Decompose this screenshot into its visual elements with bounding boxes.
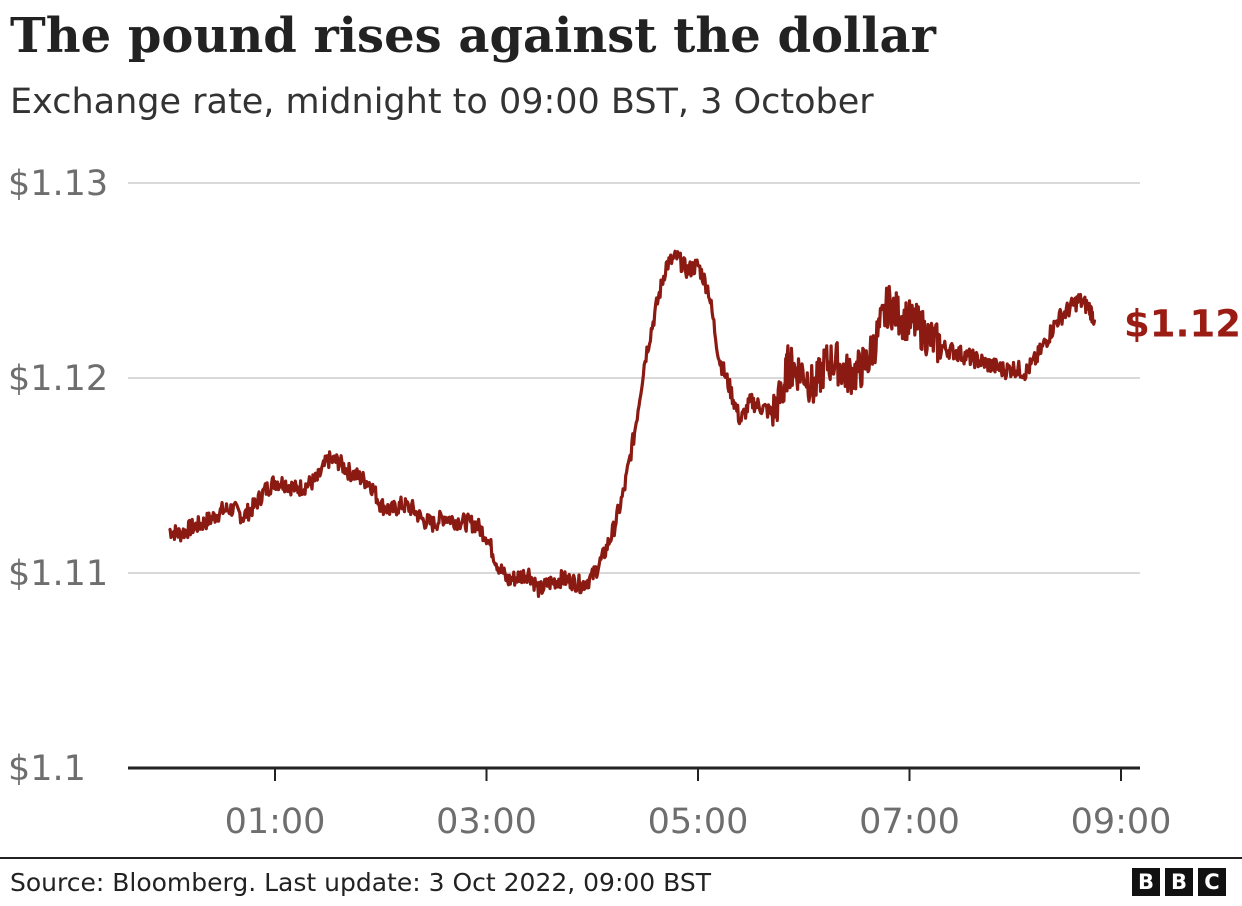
x-tick-label: 09:00	[1071, 802, 1172, 842]
chart-subtitle: Exchange rate, midnight to 09:00 BST, 3 …	[10, 82, 874, 122]
y-tick-label: $1.1	[8, 749, 86, 789]
x-tick-label: 05:00	[648, 802, 749, 842]
x-tick-label: 01:00	[225, 802, 326, 842]
bbc-logo: B B C	[1132, 868, 1226, 896]
x-tick-label: 07:00	[859, 802, 960, 842]
series-layer	[168, 249, 1097, 599]
y-tick-label: $1.12	[8, 359, 108, 399]
chart-title: The pound rises against the dollar	[10, 8, 936, 64]
bbc-logo-block: C	[1198, 868, 1226, 896]
x-axis	[128, 766, 1140, 781]
grid-layer	[128, 182, 1140, 574]
x-axis-labels: 01:00 03:00 05:00 07:00 09:00	[225, 802, 1172, 842]
source-note: Source: Bloomberg. Last update: 3 Oct 20…	[10, 868, 711, 897]
end-label-layer: $1.12	[1124, 302, 1241, 345]
footer-divider	[0, 857, 1242, 859]
y-axis-labels: $1.1 $1.11 $1.12 $1.13	[8, 164, 108, 789]
bbc-logo-block: B	[1132, 868, 1160, 896]
y-tick-label: $1.13	[8, 164, 108, 204]
bbc-logo-block: B	[1165, 868, 1193, 896]
exchange-rate-line	[168, 249, 1097, 599]
end-value-label: $1.12	[1124, 302, 1241, 345]
y-tick-label: $1.11	[8, 554, 108, 594]
x-tick-label: 03:00	[436, 802, 537, 842]
